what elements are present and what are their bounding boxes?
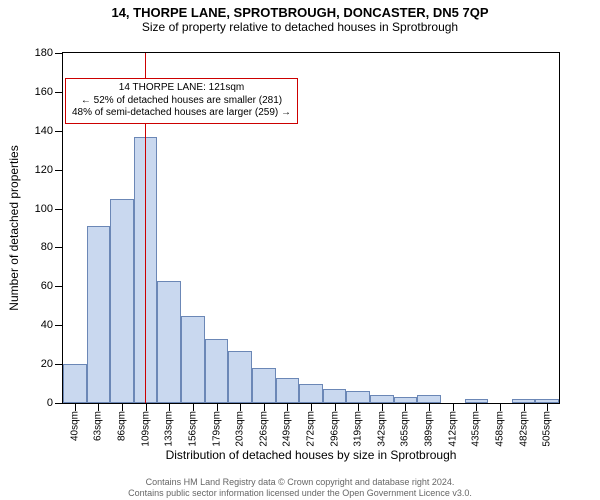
x-tick-label: 365sqm [400,411,411,447]
annotation-box: 14 THORPE LANE: 121sqm← 52% of detached … [65,78,298,124]
y-tick [55,53,63,54]
x-tick [193,403,194,411]
chart-title: 14, THORPE LANE, SPROTBROUGH, DONCASTER,… [0,0,600,21]
histogram-bar [157,281,181,404]
x-tick [453,403,454,411]
x-tick-label: 226sqm [258,411,269,447]
histogram-bar [228,351,252,404]
x-tick [287,403,288,411]
x-axis-label: Distribution of detached houses by size … [166,448,457,462]
y-tick-label: 0 [47,397,53,409]
x-tick-label: 272sqm [306,411,317,447]
histogram-bar [299,384,323,403]
histogram-bar [181,316,205,404]
x-tick [382,403,383,411]
x-tick [524,403,525,411]
x-tick-label: 179sqm [211,411,222,447]
histogram-bar [370,395,394,403]
x-tick-label: 40sqm [69,411,80,441]
x-tick [358,403,359,411]
x-tick [405,403,406,411]
plot-area: 02040608010012014016018040sqm63sqm86sqm1… [62,52,560,404]
y-tick-label: 140 [35,125,53,137]
x-tick [429,403,430,411]
annotation-line: ← 52% of detached houses are smaller (28… [72,95,291,108]
y-tick [55,92,63,93]
chart-zone: 02040608010012014016018040sqm63sqm86sqm1… [62,52,560,404]
x-tick [169,403,170,411]
x-tick [122,403,123,411]
y-tick [55,364,63,365]
x-tick-label: 63sqm [93,411,104,441]
page-root: 14, THORPE LANE, SPROTBROUGH, DONCASTER,… [0,0,600,500]
histogram-bar [346,391,370,403]
x-tick [98,403,99,411]
y-tick [55,247,63,248]
x-tick-label: 389sqm [424,411,435,447]
y-tick-label: 160 [35,86,53,98]
annotation-line: 14 THORPE LANE: 121sqm [72,82,291,95]
x-tick-label: 156sqm [187,411,198,447]
x-tick-label: 296sqm [329,411,340,447]
footer-line-2: Contains public sector information licen… [0,488,600,498]
y-tick-label: 100 [35,203,53,215]
y-tick-label: 120 [35,164,53,176]
x-tick [476,403,477,411]
x-tick-label: 482sqm [518,411,529,447]
histogram-bar [87,226,111,403]
x-tick-label: 203sqm [235,411,246,447]
x-tick [264,403,265,411]
y-tick [55,286,63,287]
y-tick-label: 20 [41,358,53,370]
histogram-bar [276,378,300,403]
y-tick [55,131,63,132]
x-tick [500,403,501,411]
x-tick [75,403,76,411]
x-tick-label: 342sqm [376,411,387,447]
y-tick [55,209,63,210]
x-tick-label: 133sqm [164,411,175,447]
y-axis-label: Number of detached properties [7,145,21,310]
x-tick [547,403,548,411]
histogram-bar [323,389,347,403]
y-tick [55,170,63,171]
chart-subtitle: Size of property relative to detached ho… [0,21,600,37]
histogram-bar [417,395,441,403]
histogram-bar [110,199,134,403]
x-tick-label: 412sqm [447,411,458,447]
footer: Contains HM Land Registry data © Crown c… [0,477,600,498]
x-tick [217,403,218,411]
x-tick [335,403,336,411]
x-tick [311,403,312,411]
y-tick-label: 60 [41,280,53,292]
histogram-bar [205,339,229,403]
y-tick [55,325,63,326]
y-tick-label: 180 [35,47,53,59]
x-tick-label: 505sqm [542,411,553,447]
x-tick-label: 458sqm [494,411,505,447]
annotation-line: 48% of semi-detached houses are larger (… [72,107,291,120]
y-tick-label: 40 [41,319,53,331]
histogram-bar [63,364,87,403]
x-tick-label: 435sqm [471,411,482,447]
y-tick [55,403,63,404]
footer-line-1: Contains HM Land Registry data © Crown c… [0,477,600,487]
x-tick-label: 319sqm [353,411,364,447]
x-tick-label: 249sqm [282,411,293,447]
histogram-bar [252,368,276,403]
x-tick [240,403,241,411]
x-tick [146,403,147,411]
x-tick-label: 86sqm [117,411,128,441]
x-tick-label: 109sqm [140,411,151,447]
y-tick-label: 80 [41,241,53,253]
